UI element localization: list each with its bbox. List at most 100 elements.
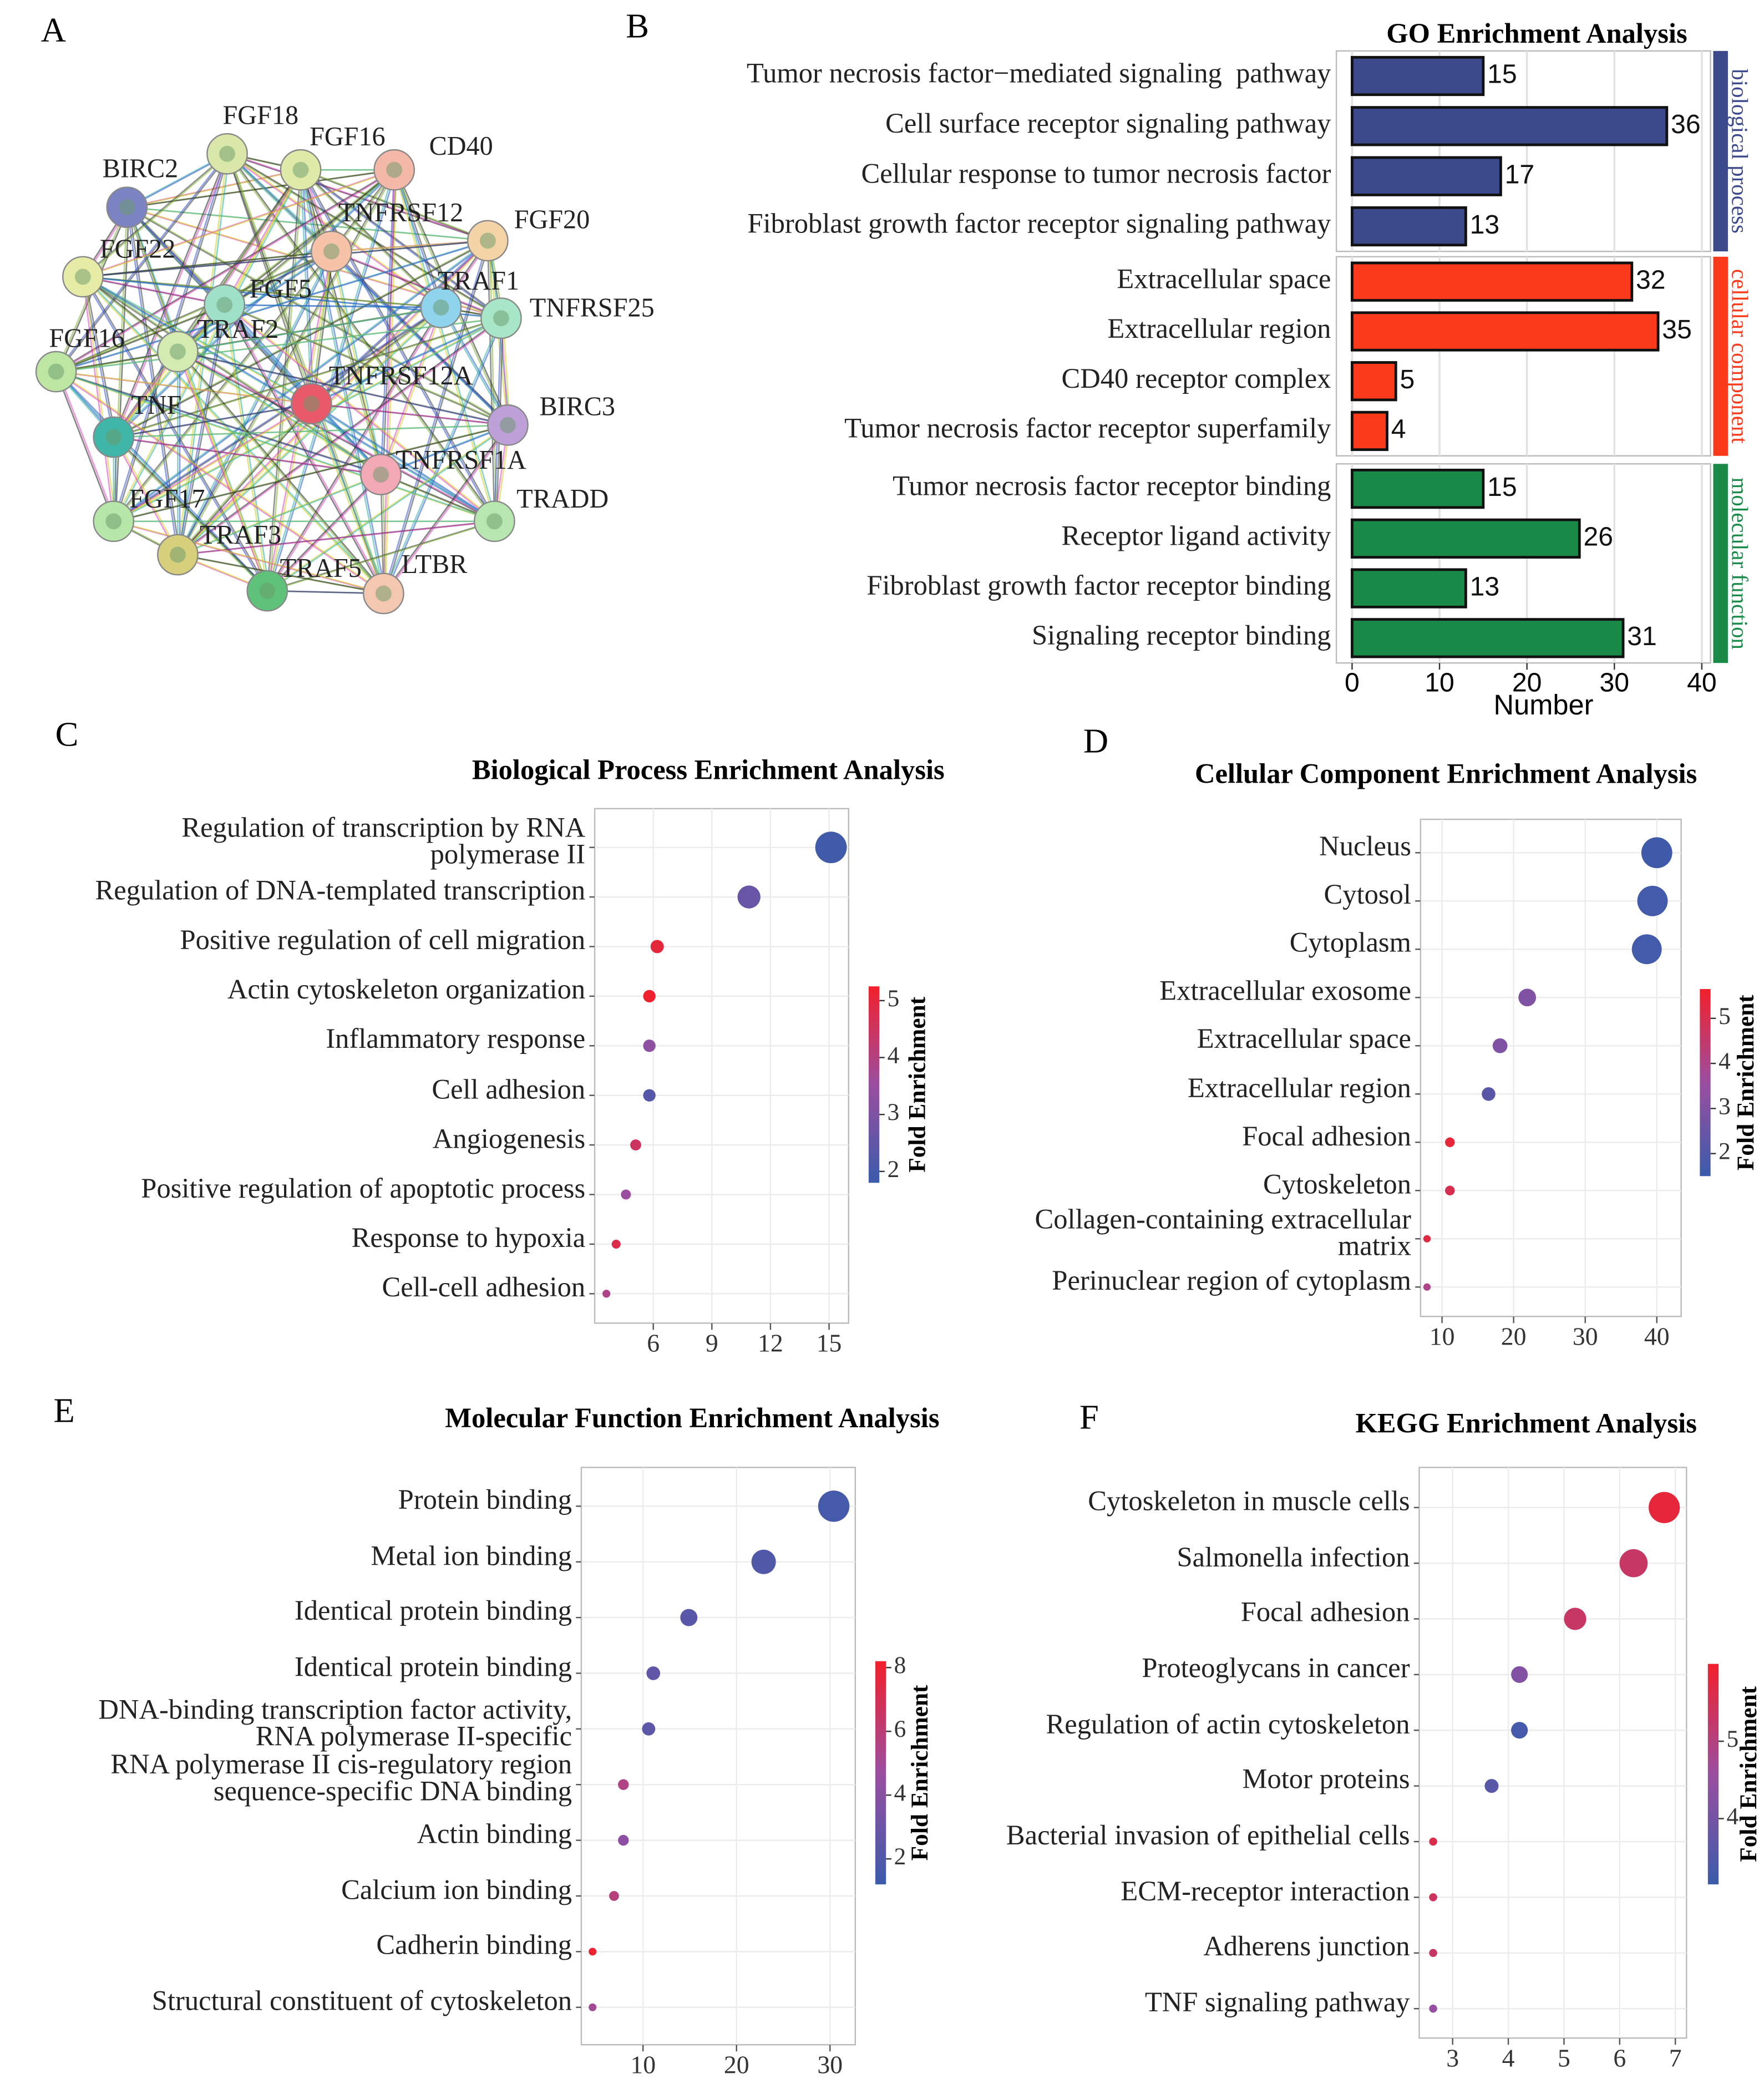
category-label-box: Extracellular space bbox=[1197, 1023, 1411, 1056]
category-label: CD40 receptor complex bbox=[1062, 363, 1331, 394]
category-label-box: Calcium ion binding bbox=[341, 1875, 572, 1904]
edge bbox=[393, 169, 495, 522]
edge bbox=[82, 153, 228, 277]
chart-title: Biological Process Enrichment Analysis bbox=[472, 754, 945, 785]
edge bbox=[113, 437, 268, 592]
category-label-box: Response to hypoxia bbox=[352, 1224, 586, 1252]
edge bbox=[179, 351, 497, 523]
node-label: BIRC2 bbox=[103, 154, 179, 184]
category-label-box: RNA polymerase II cis-regulatory region … bbox=[110, 1751, 572, 1806]
edge bbox=[382, 170, 397, 475]
bar bbox=[1351, 311, 1660, 352]
node-core bbox=[48, 363, 64, 380]
edge bbox=[177, 305, 226, 555]
edge bbox=[179, 317, 504, 556]
node-label: TNFRSF12A bbox=[329, 361, 473, 391]
bar bbox=[1351, 206, 1467, 247]
edge bbox=[486, 240, 495, 521]
edge bbox=[84, 153, 230, 277]
edge bbox=[268, 307, 444, 591]
node-core bbox=[105, 513, 122, 530]
node-core bbox=[259, 582, 276, 599]
category-label-box: Positive regulation of apoptotic process bbox=[141, 1172, 586, 1204]
value-label: 31 bbox=[1627, 621, 1657, 651]
dot bbox=[1637, 885, 1668, 916]
colorbar-label: Fold Enrichment bbox=[1735, 1686, 1762, 1862]
category-label-box: Regulation of actin cytoskeleton bbox=[1046, 1710, 1410, 1738]
edge bbox=[382, 424, 510, 475]
edge bbox=[382, 307, 444, 475]
panel-letter: A bbox=[41, 11, 66, 49]
dot bbox=[1445, 1137, 1455, 1148]
category-label-box: Inflammatory response bbox=[326, 1023, 586, 1056]
category-label-box: Salmonella infection bbox=[1177, 1543, 1410, 1571]
node-core bbox=[303, 396, 320, 412]
edge bbox=[179, 351, 387, 594]
dot bbox=[589, 2003, 597, 2011]
node-core bbox=[105, 429, 122, 445]
edge bbox=[311, 240, 489, 404]
group-label: biological process bbox=[1727, 69, 1752, 234]
edge bbox=[84, 169, 397, 278]
dot bbox=[618, 1779, 629, 1790]
edge bbox=[113, 153, 228, 438]
category-label-box: Extracellular region bbox=[1188, 1073, 1411, 1102]
value-label: 32 bbox=[1636, 265, 1666, 295]
colorbar-label: Fold Enrichment bbox=[906, 1685, 933, 1860]
colorbar-tick-label: 3 bbox=[888, 1099, 900, 1125]
dot bbox=[1429, 1837, 1437, 1846]
x-tick-label: 20 bbox=[1512, 667, 1542, 697]
colorbar-tick-label: 8 bbox=[894, 1652, 906, 1679]
category-label: Identical protein binding bbox=[294, 1595, 572, 1627]
x-tick-label: 7 bbox=[1669, 2044, 1682, 2072]
node-core bbox=[375, 585, 392, 602]
category-label: Positive regulation of apoptotic process bbox=[141, 1172, 586, 1204]
colorbar-tick-label: 4 bbox=[1719, 1048, 1731, 1074]
edge bbox=[383, 424, 509, 594]
category-label: Extracellular space bbox=[1197, 1023, 1411, 1056]
node-core bbox=[119, 199, 135, 216]
category-label-box: Cell-cell adhesion bbox=[382, 1273, 586, 1301]
panel-letter: F bbox=[1079, 1398, 1099, 1437]
edge bbox=[229, 153, 504, 319]
dot bbox=[602, 1290, 611, 1298]
edge bbox=[82, 276, 495, 522]
edge bbox=[113, 403, 312, 522]
edge bbox=[115, 153, 230, 438]
bar bbox=[1351, 518, 1581, 559]
edge bbox=[384, 318, 504, 594]
chart-title: Molecular Function Enrichment Analysis bbox=[445, 1402, 939, 1433]
category-label: Signaling receptor binding bbox=[1032, 620, 1331, 651]
category-label: Cell adhesion bbox=[432, 1072, 586, 1105]
edge bbox=[440, 307, 509, 426]
node-label: LTBR bbox=[402, 550, 468, 579]
dot bbox=[1429, 1893, 1437, 1902]
node-label: TRADD bbox=[516, 484, 609, 514]
edge bbox=[55, 169, 395, 373]
category-label: Nucleus bbox=[1319, 830, 1411, 863]
category-label-box: Collagen-containing extracellular matrix bbox=[1035, 1205, 1411, 1260]
edge bbox=[177, 351, 382, 475]
dot bbox=[680, 1609, 698, 1626]
category-label: Focal adhesion bbox=[1242, 1119, 1411, 1152]
dot bbox=[630, 1139, 641, 1150]
group-strip bbox=[1713, 464, 1728, 663]
category-label: Tumor necrosis factor−mediated signaling… bbox=[747, 58, 1331, 89]
node-core bbox=[323, 243, 339, 260]
dot bbox=[1641, 837, 1672, 869]
edge bbox=[226, 304, 510, 426]
bar bbox=[1351, 410, 1388, 452]
category-label: Focal adhesion bbox=[1240, 1596, 1410, 1629]
dot bbox=[1619, 1549, 1648, 1578]
category-label: Receptor ligand activity bbox=[1062, 520, 1332, 551]
x-axis-label: Number bbox=[1494, 689, 1594, 721]
edge bbox=[115, 437, 270, 592]
edge bbox=[380, 307, 442, 475]
colorbar-tick-label: 4 bbox=[894, 1779, 906, 1806]
category-label: Inflammatory response bbox=[326, 1023, 586, 1056]
category-label: Adherens junction bbox=[1203, 1930, 1410, 1963]
x-tick-label: 0 bbox=[1345, 667, 1360, 697]
edge bbox=[55, 153, 228, 372]
category-label-box: Structural constituent of cytoskeleton bbox=[152, 1986, 572, 2015]
